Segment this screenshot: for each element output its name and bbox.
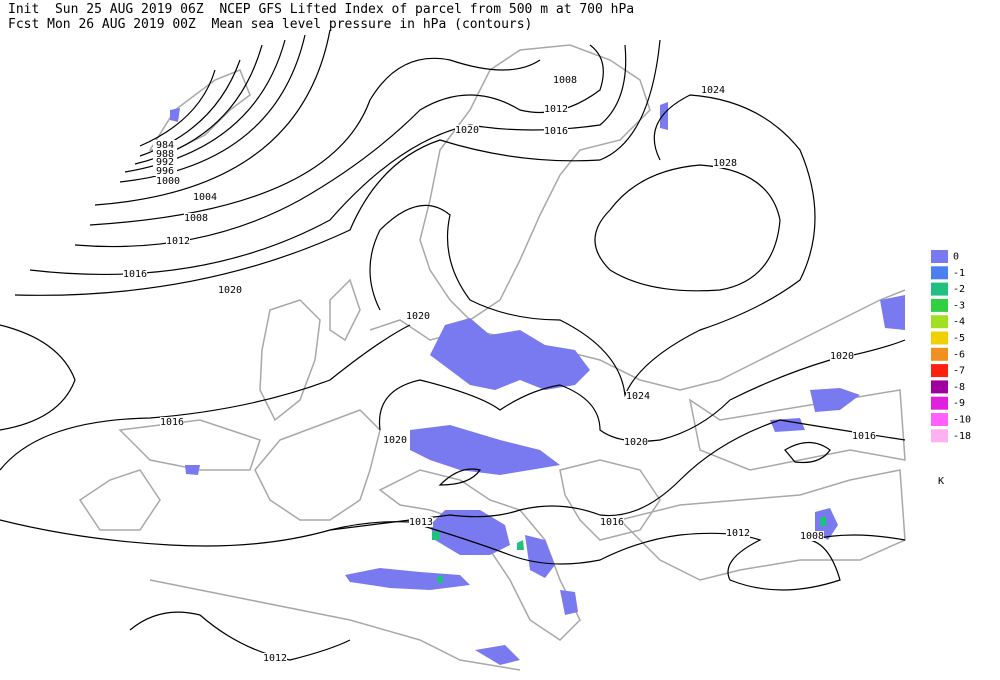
contour-label-bg (624, 437, 648, 447)
contour-label-bg (553, 75, 577, 85)
contour-label: 1008 (800, 531, 824, 542)
legend-label: -2 (953, 284, 965, 295)
legend-unit: K (938, 476, 944, 487)
contour-label: 1016 (600, 517, 624, 528)
contour-label-bg (156, 176, 180, 186)
contour-label: 1020 (830, 351, 854, 362)
legend-label: -3 (953, 300, 965, 311)
legend-label: -5 (953, 333, 965, 344)
legend-label: -1 (953, 268, 965, 279)
contour-label-bg (544, 126, 568, 136)
legend-swatch (931, 380, 948, 394)
contour-label-bg (726, 528, 750, 538)
coastlines (78, 44, 906, 671)
contour-label-bg (701, 85, 725, 95)
contour-label-bg (153, 166, 177, 176)
contour-label: 992 (156, 157, 174, 168)
contour-label-bg (852, 431, 876, 441)
legend-label: -18 (953, 431, 971, 442)
header-line-2: Fcst Mon 26 AUG 2019 00Z Mean sea level … (8, 17, 532, 32)
contour-label-bg (160, 417, 184, 427)
contour-label-bg (383, 435, 407, 445)
contour-label: 1020 (406, 311, 430, 322)
contour-label-bg (123, 269, 147, 279)
contour-label-bg (800, 531, 824, 541)
contour-label: 1024 (626, 391, 650, 402)
contour-label: 1020 (218, 285, 242, 296)
legend: K 0 -1 -2 -3 -4 -5 -6 -7 -8 -9 -10 -18 (931, 250, 971, 487)
contour-label-bg (193, 192, 217, 202)
contour-label: 1020 (624, 437, 648, 448)
legend-swatch (931, 315, 948, 329)
legend-label: -6 (953, 349, 965, 360)
legend-swatch (931, 396, 948, 410)
contour-label: 996 (156, 166, 174, 177)
contour-label: 1012 (263, 653, 287, 664)
lifted-index-areas (170, 102, 905, 665)
contour-label-bg (263, 653, 287, 663)
legend-label: -4 (953, 317, 965, 328)
contour-label-bg (830, 351, 854, 361)
contour-label: 1028 (713, 158, 737, 169)
contour-label: 1000 (156, 176, 180, 187)
contour-label: 1004 (193, 192, 217, 203)
contour-label-bg (626, 391, 650, 401)
contour-label: 1008 (184, 213, 208, 224)
contour-label: 1020 (383, 435, 407, 446)
legend-swatch (931, 347, 948, 361)
contour-label-bg (713, 158, 737, 168)
contour-label: 1024 (701, 85, 725, 96)
legend-swatch (931, 331, 948, 345)
contour-label-bg (153, 140, 177, 150)
contour-label-bg (544, 104, 568, 114)
contour-label: 1016 (544, 126, 568, 137)
legend-swatch (931, 413, 948, 426)
isobars (0, 29, 906, 661)
contour-label-bg (166, 236, 190, 246)
contour-label: 1012 (726, 528, 750, 539)
contour-label-bg (406, 311, 430, 321)
legend-swatch (931, 266, 948, 280)
contour-label: 1020 (455, 125, 479, 136)
legend-label: -9 (953, 398, 965, 409)
legend-swatch (931, 282, 948, 296)
contour-label-bg (409, 517, 433, 527)
header-line-1: Init Sun 25 AUG 2019 06Z NCEP GFS Lifted… (8, 2, 634, 17)
legend-swatch (931, 250, 948, 263)
legend-swatch (931, 364, 948, 378)
legend-label: -8 (953, 382, 965, 393)
contour-label-bg (184, 213, 208, 223)
legend-swatch (931, 429, 948, 443)
legend-label: -7 (953, 366, 965, 377)
legend-label: -10 (953, 415, 971, 426)
contour-label-bg (600, 517, 624, 527)
legend-label: 0 (953, 252, 959, 263)
legend-swatch (931, 298, 948, 312)
contour-label: 1013 (409, 517, 433, 528)
contour-label-bg (153, 157, 177, 167)
contour-label-bg (218, 285, 242, 295)
contour-label-bg (455, 125, 479, 135)
contour-label: 1008 (553, 75, 577, 86)
contour-label: 1012 (544, 104, 568, 115)
contour-label: 1016 (123, 269, 147, 280)
contour-label: 984 (156, 140, 174, 151)
contour-label: 1016 (852, 431, 876, 442)
contour-label-bg (153, 149, 177, 159)
contour-label: 1016 (160, 417, 184, 428)
contour-label: 1012 (166, 236, 190, 247)
contour-label: 988 (156, 149, 174, 160)
